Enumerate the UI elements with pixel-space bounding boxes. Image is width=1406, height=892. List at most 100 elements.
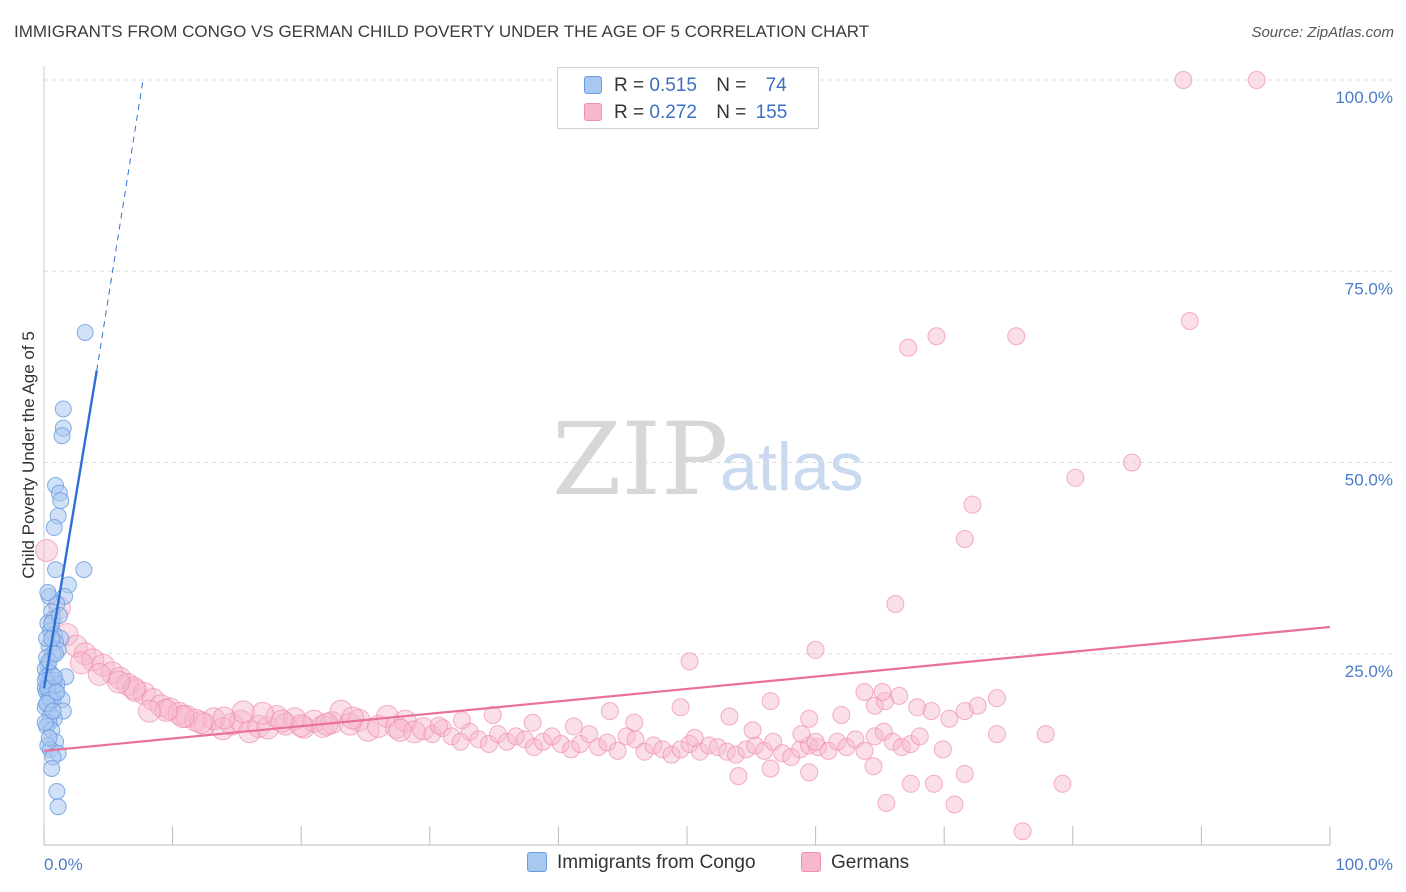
german-point [910, 727, 929, 746]
german-point [1122, 453, 1141, 472]
congo-point [52, 492, 70, 510]
german-point [483, 705, 502, 724]
german-point [726, 745, 745, 764]
german-point [107, 670, 131, 694]
german-point [571, 735, 590, 754]
watermark: ZIP atlas [552, 401, 864, 518]
german-point [523, 713, 542, 732]
german-point [212, 706, 236, 730]
x-tick-label-0: 0.0% [44, 855, 83, 874]
bottom-legend-germans: Germans [801, 852, 909, 874]
german-point [883, 732, 902, 751]
congo-trend-extension [96, 79, 144, 371]
german-point [837, 738, 856, 757]
german-point [922, 702, 941, 721]
german-point [865, 696, 884, 715]
congo-point [45, 668, 63, 686]
watermark-atlas: atlas [720, 429, 864, 505]
german-point [899, 338, 918, 357]
congo-point [54, 400, 72, 418]
congo-point [49, 798, 67, 816]
legend-row-germans: R = 0.272 N = 155 [584, 102, 787, 124]
congo-swatch [584, 76, 602, 94]
german-point [671, 740, 690, 759]
german-point [137, 699, 161, 723]
german-point [1053, 774, 1072, 793]
german-point [761, 692, 780, 711]
legend-r-label-germans: R = [614, 102, 645, 123]
german-point [933, 740, 952, 759]
german-point [600, 702, 619, 721]
german-point [708, 738, 727, 757]
german-point [761, 759, 780, 778]
german-point [653, 740, 672, 759]
german-points [35, 71, 1266, 841]
german-point [551, 735, 570, 754]
german-point [865, 727, 884, 746]
german-point [680, 652, 699, 671]
german-point [873, 683, 892, 701]
legend-n-value-germans: 155 [755, 102, 788, 123]
german-point [469, 730, 488, 749]
german-point [625, 713, 644, 732]
german-point [524, 738, 543, 757]
german-point [987, 725, 1006, 744]
congo-points [36, 323, 94, 816]
german-point [927, 327, 946, 346]
bottom-legend-germans-label: Germans [831, 852, 910, 873]
german-point [366, 714, 390, 738]
german-point [940, 709, 959, 728]
source-label: Source: ZipAtlas.com [1251, 24, 1394, 41]
german-point [877, 793, 896, 812]
german-point [608, 741, 627, 760]
german-point [800, 709, 819, 728]
german-point [108, 666, 132, 690]
german-point [635, 742, 654, 761]
congo-point [48, 782, 66, 800]
german-point [542, 727, 561, 746]
german-point [806, 640, 825, 659]
german-point [806, 732, 825, 751]
congo-point [75, 561, 93, 579]
legend-row-congo: R = 0.515 N = 74 [584, 75, 787, 97]
german-point [87, 662, 111, 686]
german-point [886, 595, 905, 614]
german-point [451, 732, 470, 751]
german-point [73, 642, 97, 666]
german-point [231, 700, 255, 724]
german-point [515, 730, 534, 749]
y-tick-label-0: 25.0% [1345, 662, 1393, 681]
german-point [388, 718, 412, 742]
german-point [955, 764, 974, 783]
german-point [69, 651, 93, 675]
german-point [452, 711, 471, 730]
congo-point [39, 584, 57, 602]
german-point [746, 736, 765, 755]
german-point [690, 742, 709, 761]
german-point [1180, 311, 1199, 330]
german-point [828, 732, 847, 751]
german-point [35, 538, 59, 562]
german-point [792, 725, 811, 744]
bottom-legend-congo: Immigrants from Congo [527, 852, 756, 874]
legend-r-value-congo: 0.515 [649, 75, 697, 96]
x-tick-label-1: 100.0% [1335, 855, 1393, 874]
german-point [220, 712, 244, 736]
y-tick-label-3: 100.0% [1335, 88, 1393, 107]
german-point [429, 716, 448, 735]
german-point [81, 648, 105, 672]
german-point [720, 707, 739, 726]
german-point [202, 707, 226, 731]
german-trend-line [43, 625, 1331, 752]
german-point [800, 763, 819, 782]
german-point [782, 748, 801, 767]
y-tick-label-2: 75.0% [1345, 279, 1393, 298]
german-point [901, 735, 920, 754]
german-point [589, 738, 608, 757]
german-point [1174, 71, 1193, 89]
german-point [247, 714, 271, 738]
congo-trend-line [42, 370, 98, 689]
legend-n-label-congo: N = [716, 75, 747, 96]
german-point [987, 689, 1006, 708]
